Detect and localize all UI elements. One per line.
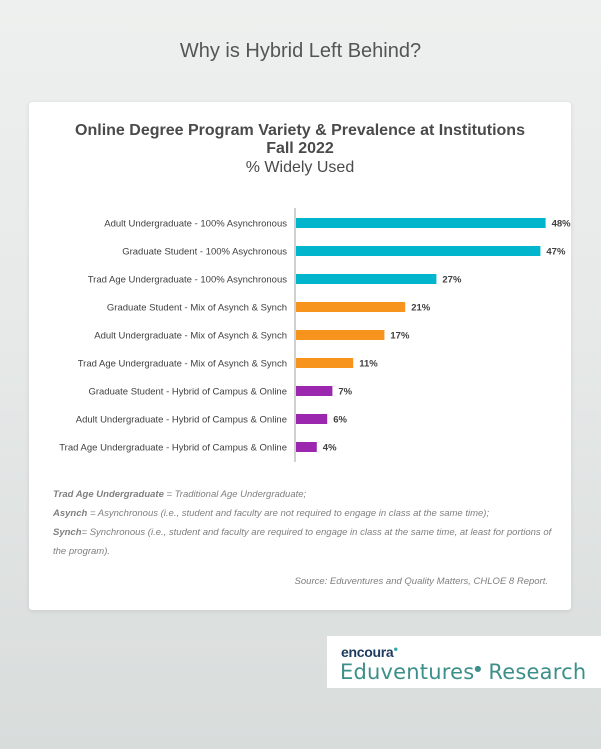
category-label-5: Trad Age Undergraduate - Mix of Asynch &… — [78, 359, 287, 370]
category-label-4: Adult Undergraduate - Mix of Asynch & Sy… — [94, 331, 287, 342]
category-label-2: Trad Age Undergraduate - 100% Asynchrono… — [88, 275, 288, 286]
bar-7 — [296, 414, 328, 424]
chart-title-line-1: Online Degree Program Variety & Prevalen… — [75, 122, 525, 139]
page-heading: Why is Hybrid Left Behind? — [179, 40, 422, 62]
footnote-0: Trad Age Undergraduate = Traditional Age… — [53, 489, 307, 500]
logo-product: Eduventures● Research — [340, 660, 587, 684]
value-label-0: 48% — [552, 219, 571, 230]
bar-2 — [296, 274, 437, 284]
bar-4 — [296, 330, 385, 340]
chart-title-line-2: Fall 2022 — [266, 140, 334, 157]
eduventures-logo: encoura● Eduventures● Research — [327, 636, 601, 688]
source-note: Source: Eduventures and Quality Matters,… — [294, 576, 548, 587]
bar-3 — [296, 302, 406, 312]
value-label-2: 27% — [442, 275, 462, 286]
chart-subtitle: % Widely Used — [245, 159, 355, 176]
category-label-0: Adult Undergraduate - 100% Asynchronous — [104, 219, 287, 230]
bar-5 — [296, 358, 354, 368]
footnote-2: Synch= Synchronous (i.e., student and fa… — [53, 527, 552, 557]
registered-mark-icon: ● — [474, 664, 482, 673]
footnote-1: Asynch = Asynchronous (i.e., student and… — [53, 508, 490, 519]
value-label-4: 17% — [390, 331, 410, 342]
value-label-8: 4% — [323, 443, 337, 454]
value-label-5: 11% — [359, 359, 378, 370]
category-label-1: Graduate Student - 100% Asychronous — [122, 247, 287, 258]
value-label-6: 7% — [338, 387, 352, 398]
chart-card: Online Degree Program Variety & Prevalen… — [29, 102, 571, 610]
category-label-7: Adult Undergraduate - Hybrid of Campus &… — [76, 415, 287, 426]
bar-6 — [296, 386, 333, 396]
category-label-8: Trad Age Undergraduate - Hybrid of Campu… — [59, 443, 287, 454]
chart-title: Online Degree Program Variety & Prevalen… — [29, 122, 571, 158]
bar-chart: Adult Undergraduate - 100% Asynchronous 4… — [59, 208, 571, 462]
category-label-3: Graduate Student - Mix of Asynch & Synch — [107, 303, 287, 314]
logo-brand: encoura● — [341, 644, 398, 660]
logo-dot-icon: ● — [393, 644, 398, 654]
category-label-6: Graduate Student - Hybrid of Campus & On… — [88, 387, 287, 398]
bar-1 — [296, 246, 541, 256]
value-label-7: 6% — [333, 415, 347, 426]
value-label-1: 47% — [546, 247, 566, 258]
bar-0 — [296, 218, 546, 228]
bar-8 — [296, 442, 317, 452]
value-label-3: 21% — [411, 303, 431, 314]
footnotes: Trad Age Undergraduate = Traditional Age… — [53, 485, 553, 561]
